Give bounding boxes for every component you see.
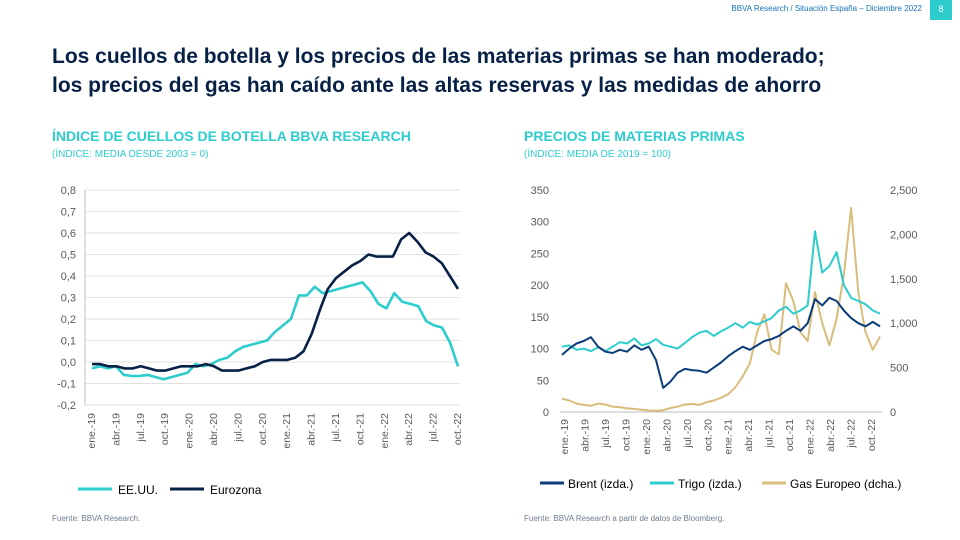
- page-title-line-2: los precios del gas han caído ante las a…: [52, 74, 822, 97]
- right-x-tick-label: abr.-19: [579, 419, 591, 452]
- left-y-tick-label: 0,3: [61, 293, 76, 305]
- right-legend-label: Brent (izda.): [568, 477, 633, 491]
- left-x-tick-label: oct.-19: [159, 413, 171, 445]
- right-series-line-gas: [561, 206, 881, 412]
- right-x-tick-label: abr.-21: [743, 419, 755, 452]
- right-legend-label: Trigo (izda.): [678, 477, 742, 491]
- left-chart-title: ÍNDICE DE CUELLOS DE BOTELLA BBVA RESEAR…: [52, 128, 411, 144]
- left-y-tick-label: 0,0: [61, 357, 76, 369]
- left-legend-label: Eurozona: [210, 483, 262, 497]
- right-y-tick-label: 350: [531, 185, 549, 197]
- left-y-tick-label: 0,4: [61, 271, 76, 283]
- left-x-tick-label: oct.-20: [257, 413, 269, 445]
- right-x-tick-label: ene.-20: [641, 419, 653, 455]
- left-chart-source: Fuente: BBVA Research.: [52, 514, 141, 523]
- right-series-line-brent: [561, 296, 881, 389]
- right-series-line-trigo: [561, 230, 881, 353]
- left-y-tick-label: 0,8: [61, 185, 76, 197]
- left-x-tick-label: abr.-22: [403, 413, 415, 446]
- right-x-tick-label: oct.-21: [784, 419, 796, 451]
- right-y-tick-label: 200: [531, 280, 549, 292]
- right-x-tick-label: abr.-20: [661, 419, 673, 452]
- right-x-tick-label: abr.-22: [825, 419, 837, 452]
- right-chart-source: Fuente: BBVA Research a partir de datos …: [524, 514, 725, 523]
- page-title-line-1: Los cuellos de botella y los precios de …: [52, 45, 825, 68]
- right-x-tick-label: jul.-19: [600, 419, 612, 449]
- page-title: Los cuellos de botella y los precios de …: [52, 42, 942, 100]
- right-y2-tick-label: 2,000: [890, 229, 918, 241]
- right-x-tick-label: ene.-22: [805, 419, 817, 455]
- left-y-tick-label: 0,2: [61, 314, 76, 326]
- right-y-tick-label: 250: [531, 248, 549, 260]
- left-x-tick-label: jul.-19: [135, 413, 147, 443]
- right-y2-tick-label: 1,000: [890, 318, 918, 330]
- right-legend-label: Gas Europeo (dcha.): [790, 477, 901, 491]
- right-chart-subtitle: (ÍNDICE: MEDIA DE 2019 = 100): [524, 149, 672, 160]
- left-x-tick-label: jul.-22: [428, 413, 440, 443]
- left-y-tick-label: 0,5: [61, 250, 76, 262]
- right-x-tick-label: oct.-20: [702, 419, 714, 451]
- right-y-tick-label: 300: [531, 217, 549, 229]
- left-y-tick-label: 0,6: [61, 228, 76, 240]
- right-y-tick-label: 150: [531, 312, 549, 324]
- left-x-tick-label: abr.-20: [208, 413, 220, 446]
- left-x-tick-label: abr.-21: [306, 413, 318, 446]
- left-series-line-eeuu: [91, 281, 460, 381]
- right-y-tick-label: 0: [543, 407, 549, 419]
- right-x-tick-label: ene.-19: [559, 419, 571, 455]
- left-y-tick-label: 0,7: [61, 207, 76, 219]
- left-y-tick-label: -0,1: [57, 379, 76, 391]
- right-y2-tick-label: 500: [890, 363, 908, 375]
- right-x-tick-label: oct.-19: [620, 419, 632, 451]
- left-x-tick-label: ene.-22: [379, 413, 391, 449]
- right-chart-title: PRECIOS DE MATERIAS PRIMAS: [524, 128, 745, 144]
- left-x-tick-label: jul.-20: [232, 413, 244, 443]
- left-x-tick-label: oct.-22: [452, 413, 464, 445]
- left-x-tick-label: ene.-19: [86, 413, 98, 449]
- left-legend-label: EE.UU.: [118, 483, 158, 497]
- right-x-tick-label: jul.-21: [764, 419, 776, 449]
- report-header: BBVA Research / Situación España – Dicie…: [731, 4, 922, 13]
- left-x-tick-label: ene.-20: [184, 413, 196, 449]
- right-y2-tick-label: 1,500: [890, 274, 918, 286]
- page-number-badge: 8: [930, 0, 952, 20]
- right-y-tick-label: 50: [537, 375, 549, 387]
- right-y2-tick-label: 0: [890, 407, 896, 419]
- left-chart-subtitle: (ÍNDICE: MEDIA DESDE 2003 = 0): [52, 149, 209, 160]
- right-y2-tick-label: 2,500: [890, 185, 918, 197]
- left-x-tick-label: jul.-21: [330, 413, 342, 443]
- right-y-tick-label: 100: [531, 344, 549, 356]
- left-series-line-eurozona: [92, 231, 460, 372]
- right-x-tick-label: jul.-20: [682, 419, 694, 449]
- right-x-tick-label: jul.-22: [846, 419, 858, 449]
- right-x-tick-label: ene.-21: [723, 419, 735, 455]
- right-x-tick-label: oct.-22: [866, 419, 878, 451]
- left-x-tick-label: abr.-19: [110, 413, 122, 446]
- left-x-tick-label: ene.-21: [281, 413, 293, 449]
- left-x-tick-label: oct.-21: [354, 413, 366, 445]
- left-y-tick-label: -0,2: [57, 400, 76, 412]
- left-y-tick-label: 0,1: [61, 336, 76, 348]
